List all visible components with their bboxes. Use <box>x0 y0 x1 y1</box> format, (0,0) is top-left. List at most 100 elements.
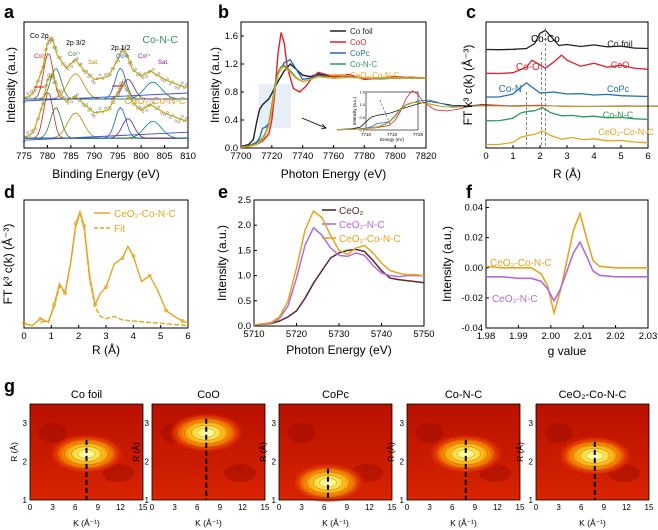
x-tick-label: 2.01 <box>574 331 593 342</box>
data-point <box>181 81 184 85</box>
heatmap-feature <box>287 422 316 443</box>
x-tick-label: 5730 <box>328 329 349 340</box>
x-axis-label: R (Å) <box>553 166 581 181</box>
x-tick-label: 7740 <box>292 151 313 162</box>
data-point <box>98 73 102 77</box>
x-tick-label: 15 <box>516 503 525 512</box>
x-tick-label: 12 <box>116 503 125 512</box>
y-tick-label: 0.00 <box>465 263 484 274</box>
y-tick-label: 3 <box>145 419 150 428</box>
data-point <box>184 116 188 120</box>
data-point <box>76 93 79 96</box>
x-tick-label: 2 <box>537 151 542 162</box>
axes-frame <box>278 403 393 501</box>
series-line <box>485 54 649 75</box>
x-tick-label: 7760 <box>323 151 344 162</box>
axes-frame <box>406 403 521 501</box>
panel-e: 5710 5720 5730 5740 5750 0.0 0.5 1.0 1.5 2.0 2.5 <box>238 195 435 340</box>
inset-tick: 0.5 <box>359 115 365 120</box>
data-point <box>70 100 74 104</box>
peak-label: Co²⁺ <box>68 51 81 58</box>
data-point <box>98 107 102 110</box>
data-point <box>22 101 26 104</box>
legend-entry: CeO₂-Co-N-C <box>350 71 400 80</box>
x-tick-label: 0 <box>21 331 26 342</box>
data-point <box>91 113 94 117</box>
series-label-ceo2-co-n-c: CeO₂-Co-N-C <box>124 96 186 107</box>
y-axis-label: R (Å) <box>386 442 396 462</box>
x-tick-label: 12 <box>622 503 631 512</box>
series-label-co-n-c: Co-N-C <box>142 34 178 46</box>
wt-panel-title: CoO <box>197 389 220 401</box>
x-tick-label: 3 <box>50 503 55 512</box>
y-axis-label: Intensity (a.u.) <box>215 225 229 301</box>
data-point <box>168 116 172 120</box>
x-tick-label: 2.00 <box>542 331 561 342</box>
inset-pointer-head <box>320 123 327 130</box>
data-point <box>134 101 137 104</box>
x-tick-label: 6 <box>645 151 650 162</box>
wt-panel-title: Co foil <box>71 389 102 401</box>
panel-letter-g: g <box>4 376 15 396</box>
x-tick-label: 3 <box>103 331 108 342</box>
peak-label: Co 2p <box>30 33 49 40</box>
data-point <box>93 302 97 307</box>
data-point <box>177 87 180 90</box>
x-tick-label: 775 <box>16 151 32 162</box>
x-tick-label: 6 <box>579 503 584 512</box>
data-point <box>30 129 33 133</box>
fit-component <box>24 118 188 139</box>
fit-component <box>24 120 188 139</box>
x-tick-label: 9 <box>345 503 350 512</box>
legend-entry: Co-N-C <box>350 60 377 69</box>
inset-marker <box>379 99 391 125</box>
data-point <box>87 109 91 112</box>
series-line <box>486 240 648 303</box>
x-tick-label: 6 <box>185 331 190 342</box>
y-tick-label: 0.8 <box>225 87 238 98</box>
series-line <box>485 29 649 51</box>
x-tick-label: 5750 <box>413 329 434 340</box>
panel-letter-c: c <box>466 2 476 22</box>
y-axis-label: Intensity (a.u.) <box>208 47 222 123</box>
x-tick-label: 0 <box>150 503 155 512</box>
series-line <box>485 211 648 317</box>
data-point <box>79 62 83 66</box>
data-point <box>168 82 172 86</box>
peak-label: 2p 3/2 <box>66 40 86 47</box>
data-point <box>38 316 43 321</box>
x-tick-label: 795 <box>110 151 126 162</box>
data-point <box>74 58 77 62</box>
series-line <box>485 106 649 122</box>
contour-line <box>312 475 344 491</box>
x-axis-label: Binding Energy (eV) <box>52 167 159 181</box>
series-line <box>253 248 425 326</box>
axes-frame <box>253 199 425 327</box>
series-label: CoO <box>611 60 630 70</box>
data-point <box>66 67 70 71</box>
y-axis-label: R (Å) <box>131 442 141 462</box>
heatmap-feature <box>415 422 444 443</box>
y-axis-label: FT k³ c(k) (Å⁻³) <box>0 224 15 305</box>
panel-letter-f: f <box>466 182 473 202</box>
wt-panel-title: Co-N-C <box>445 389 482 401</box>
y-tick-label: 2 <box>23 458 28 467</box>
fit-component <box>24 81 188 100</box>
x-tick-label: 2 <box>76 331 81 342</box>
x-tick-label: 9 <box>218 503 223 512</box>
x-tick-label: 0 <box>534 503 539 512</box>
data-point <box>26 92 30 95</box>
y-tick-label: 2 <box>145 458 150 467</box>
contour-line <box>191 425 222 441</box>
data-point <box>104 73 107 76</box>
axes-frame <box>535 403 650 501</box>
x-tick-label: 12 <box>238 503 247 512</box>
legend-entry: CeO₂ <box>339 206 364 217</box>
x-tick-label: 6 <box>195 503 200 512</box>
panel-letter-e: e <box>218 182 228 202</box>
y-tick-label: 2.0 <box>238 220 251 231</box>
